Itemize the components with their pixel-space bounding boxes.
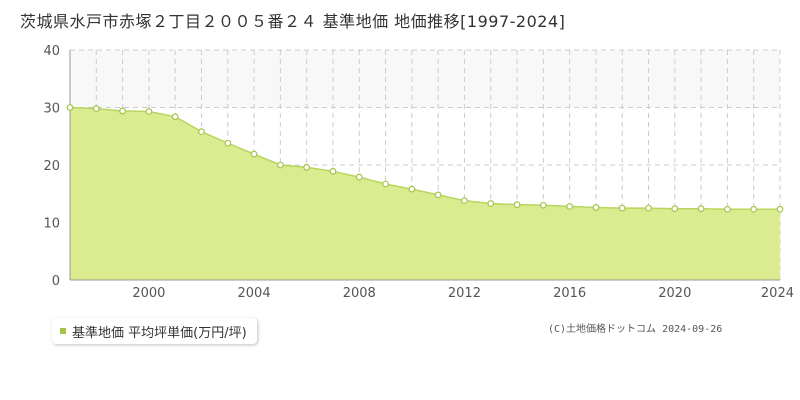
data-point <box>171 113 179 121</box>
data-point <box>671 205 679 213</box>
legend-swatch <box>60 328 66 334</box>
x-tick-label: 2004 <box>238 286 271 301</box>
data-point <box>776 205 784 213</box>
y-tick-labels: 0 10 20 30 40 <box>43 44 60 289</box>
data-point <box>618 204 626 212</box>
legend: 基準地価 平均坪単価(万円/坪) <box>52 318 257 344</box>
data-point <box>145 108 153 115</box>
series-line <box>69 106 780 211</box>
data-point <box>461 197 468 205</box>
upper-band <box>70 50 780 108</box>
data-point <box>645 204 652 212</box>
data-point <box>250 150 258 158</box>
data-point <box>92 105 100 113</box>
data-point <box>434 191 442 199</box>
copyright: (C)土地価格ドットコム 2024-09-26 <box>548 320 722 335</box>
y-tick-label: 30 <box>43 102 60 117</box>
y-tick-label: 0 <box>52 274 60 289</box>
copyright-date: 2024-09-26 <box>662 324 723 335</box>
data-point <box>487 200 495 207</box>
x-tick-labels: 2000 2004 2008 2012 2016 2020 2024 <box>132 286 794 301</box>
data-point <box>592 204 600 211</box>
area-fill <box>70 107 780 280</box>
x-tick-label: 2008 <box>343 286 376 301</box>
data-point <box>224 139 232 147</box>
x-tick-label: 2024 <box>761 286 794 301</box>
data-point <box>697 205 705 213</box>
data-point <box>303 163 311 171</box>
data-points <box>66 104 784 213</box>
y-tick-label: 40 <box>43 44 60 59</box>
x-tick-label: 2020 <box>658 286 691 301</box>
chart-title: 茨城県水戸市赤塚２丁目２００５番２４ 基準地価 地価推移[1997-2024] <box>20 12 566 31</box>
data-point <box>408 185 416 193</box>
copyright-text: (C)土地価格ドットコム <box>548 324 657 335</box>
data-point <box>566 202 574 210</box>
x-tick-label: 2000 <box>132 286 165 301</box>
y-tick-label: 10 <box>43 217 60 232</box>
data-point <box>513 201 521 209</box>
y-tick-label: 20 <box>43 159 60 174</box>
x-tick-label: 2016 <box>553 286 586 301</box>
data-point <box>382 180 389 188</box>
data-point <box>539 201 547 209</box>
data-point <box>119 107 126 115</box>
legend-label: 基準地価 平均坪単価(万円/坪) <box>72 325 247 341</box>
data-point <box>66 104 74 111</box>
data-point <box>329 167 337 175</box>
data-point <box>724 205 731 213</box>
data-point <box>750 205 758 213</box>
data-point <box>276 161 284 169</box>
data-point <box>198 128 205 136</box>
data-point <box>355 173 363 181</box>
x-tick-label: 2012 <box>448 286 481 301</box>
